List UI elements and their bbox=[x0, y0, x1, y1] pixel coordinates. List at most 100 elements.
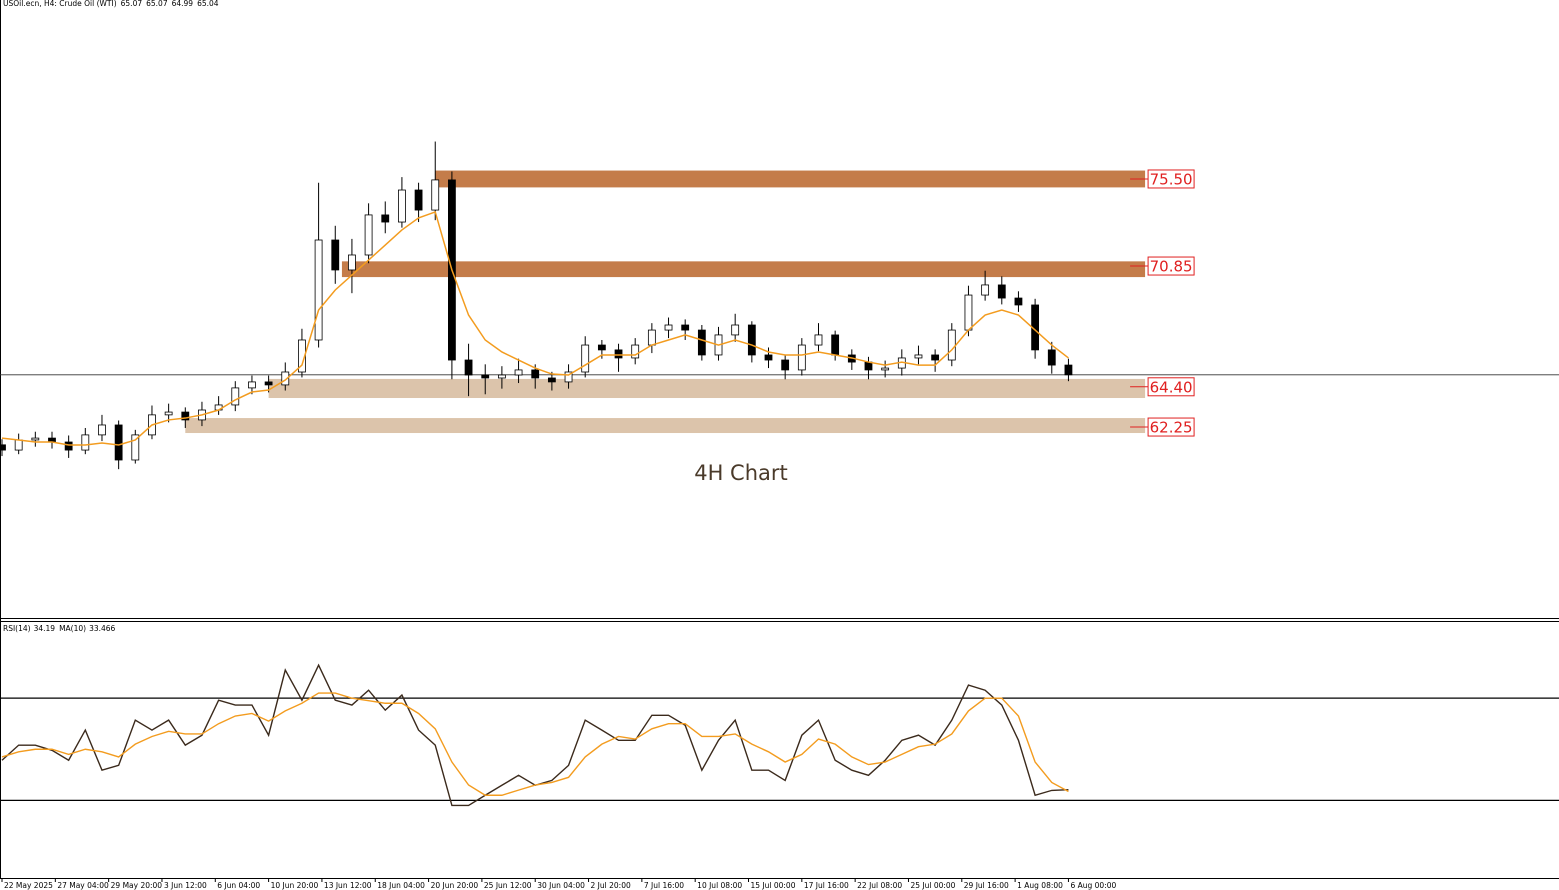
candle-body bbox=[348, 254, 356, 271]
candle-body bbox=[664, 324, 673, 331]
level-label-box bbox=[1147, 417, 1195, 437]
candle-body bbox=[631, 344, 640, 359]
candle-body bbox=[381, 214, 390, 223]
x-tick-label: 15 Jul 00:00 bbox=[751, 881, 796, 890]
annotation: 4H Chart bbox=[694, 461, 788, 485]
candle-body bbox=[881, 367, 890, 371]
x-tick-label: 20 Jun 20:00 bbox=[431, 881, 479, 890]
header: USOil.ecn, H4: Crude Oil (WTI) 65.07 65.07… bbox=[3, 0, 219, 8]
candle-body bbox=[314, 239, 323, 341]
level-label-box bbox=[1147, 377, 1195, 397]
zone bbox=[341, 261, 1146, 278]
candle-body bbox=[131, 434, 140, 461]
x-tick-label: 25 Jun 12:00 bbox=[484, 881, 532, 890]
x-tick-label: 22 Jul 08:00 bbox=[857, 881, 902, 890]
legend-value: 34.19 bbox=[34, 624, 56, 633]
candle-body bbox=[464, 359, 473, 376]
candle-body bbox=[248, 381, 256, 389]
x-tick-label: 18 Jun 04:00 bbox=[377, 881, 425, 890]
x-tick-label: 22 May 2025 bbox=[4, 881, 53, 890]
x-tick-label: 17 Jul 16:00 bbox=[804, 881, 849, 890]
candle-body bbox=[764, 354, 773, 361]
x-tick-label: 29 Jul 16:00 bbox=[964, 881, 1009, 890]
x-tick-label: 3 Jun 12:00 bbox=[164, 881, 207, 890]
level-label-box bbox=[1147, 169, 1195, 189]
candle-body bbox=[914, 354, 923, 359]
x-tick-label: 7 Jul 16:00 bbox=[644, 881, 684, 890]
candle-body bbox=[997, 284, 1006, 299]
level-label: 70.85 bbox=[1150, 258, 1193, 276]
x-tick-label: 30 Jun 04:00 bbox=[537, 881, 585, 890]
legend-value: 33.466 bbox=[89, 624, 115, 633]
candle-body bbox=[414, 189, 423, 211]
candle-body bbox=[814, 334, 823, 346]
candle-body bbox=[1047, 349, 1056, 366]
candle-body bbox=[931, 354, 940, 361]
candle-body bbox=[181, 411, 190, 421]
candle-body bbox=[614, 349, 623, 359]
candle-body bbox=[431, 179, 440, 211]
level-label: 62.25 bbox=[1150, 419, 1193, 437]
level-label: 64.40 bbox=[1150, 378, 1193, 396]
candle-body bbox=[497, 374, 506, 379]
moving-average bbox=[1, 210, 1069, 446]
candle-body bbox=[364, 214, 373, 256]
candle-body bbox=[681, 324, 690, 331]
candle-body bbox=[398, 189, 406, 223]
candle-body bbox=[114, 424, 123, 461]
x-tick-label: 1 Aug 08:00 bbox=[1017, 881, 1063, 890]
candle-body bbox=[647, 329, 656, 346]
candle-body bbox=[164, 411, 173, 416]
candle-body bbox=[581, 344, 590, 373]
x-tick-label: 27 May 04:00 bbox=[57, 881, 109, 890]
x-tick-label: 29 May 20:00 bbox=[111, 881, 163, 890]
x-tick-label: 6 Aug 00:00 bbox=[1070, 881, 1116, 890]
candle-body bbox=[697, 329, 706, 356]
candle-body bbox=[531, 369, 540, 379]
candle-body bbox=[547, 377, 556, 383]
candle-body bbox=[81, 434, 90, 451]
candle-body bbox=[964, 294, 973, 331]
level-label-box bbox=[1147, 256, 1195, 276]
candle-body bbox=[947, 329, 956, 361]
x-tick-label: 10 Jun 20:00 bbox=[271, 881, 319, 890]
candle-body bbox=[831, 334, 840, 356]
candle-body bbox=[564, 371, 573, 383]
ohlc-value: 64.99 bbox=[172, 0, 194, 8]
candle-body bbox=[481, 374, 490, 379]
candle-body bbox=[231, 387, 240, 406]
candle-body bbox=[797, 344, 806, 371]
ohlc-value: 65.04 bbox=[197, 0, 219, 8]
candle-body bbox=[597, 344, 606, 351]
x-tick-label: 25 Jul 00:00 bbox=[910, 881, 955, 890]
x-tick-label: 10 Jul 08:00 bbox=[697, 881, 742, 890]
candle-body bbox=[98, 424, 106, 436]
candle-body bbox=[64, 441, 73, 451]
candle-body bbox=[0, 444, 6, 451]
x-tick-label: 6 Jun 04:00 bbox=[217, 881, 260, 890]
rsi-header: RSI(14) 34.19 MA(10) 33.466 bbox=[3, 624, 116, 633]
candle-body bbox=[1014, 297, 1023, 306]
symbol: USOil.ecn, H4: Crude Oil (WTI) bbox=[3, 0, 117, 8]
zone bbox=[435, 170, 1146, 188]
candle-body bbox=[264, 381, 273, 386]
candle-body bbox=[1064, 364, 1073, 376]
legend-name: RSI(14) bbox=[3, 624, 31, 633]
ohlc-value: 65.07 bbox=[121, 0, 143, 8]
x-tick-label: 13 Jun 12:00 bbox=[324, 881, 372, 890]
rsi-line bbox=[1, 692, 1069, 796]
x-tick-label: 2 Jul 20:00 bbox=[591, 881, 631, 890]
candle-body bbox=[981, 284, 990, 296]
candle-body bbox=[14, 439, 23, 451]
legend-name: MA(10) bbox=[59, 624, 86, 633]
candle-body bbox=[331, 239, 340, 271]
zone bbox=[185, 418, 1146, 434]
zone bbox=[268, 378, 1146, 399]
level-label: 75.50 bbox=[1150, 170, 1193, 188]
candle-body bbox=[281, 371, 290, 386]
candle-body bbox=[747, 324, 756, 356]
candle-body bbox=[731, 324, 740, 336]
candle-body bbox=[781, 359, 790, 371]
ohlc-value: 65.07 bbox=[146, 0, 168, 8]
